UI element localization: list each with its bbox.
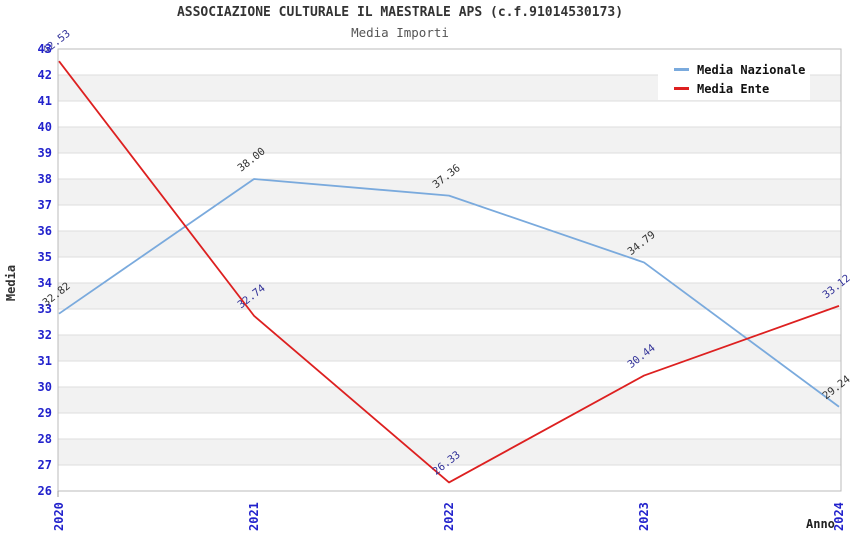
plot-band — [58, 101, 841, 127]
x-tick-label: 2021 — [247, 502, 261, 531]
plot-band — [58, 309, 841, 335]
y-tick-label: 37 — [38, 198, 52, 212]
legend-item-media-nazionale: Media Nazionale — [674, 60, 810, 79]
chart-subtitle: Media Importi — [351, 25, 449, 40]
y-tick-label: 35 — [38, 250, 52, 264]
plot-band — [58, 439, 841, 465]
y-tick-label: 40 — [38, 120, 52, 134]
chart-title: ASSOCIAZIONE CULTURALE IL MAESTRALE APS … — [176, 5, 624, 20]
y-tick-label: 38 — [38, 172, 52, 186]
plot-band — [58, 413, 841, 439]
y-tick-label: 27 — [38, 458, 52, 472]
y-tick-label: 34 — [38, 276, 52, 290]
legend: Media Nazionale Media Ente — [658, 52, 810, 100]
plot-band — [58, 153, 841, 179]
y-tick-label: 30 — [38, 380, 52, 394]
x-tick-label: 2020 — [52, 502, 66, 531]
y-axis-title: Media — [4, 264, 18, 302]
plot-band — [58, 257, 841, 283]
y-tick-label: 28 — [38, 432, 52, 446]
x-tick-label: 2022 — [442, 502, 456, 531]
x-axis-title: Anno — [806, 517, 835, 531]
y-tick-label: 33 — [38, 302, 52, 316]
plot-frame — [57, 48, 842, 492]
legend-swatch-media-ente-line — [674, 87, 689, 90]
y-tick-label: 39 — [38, 146, 52, 160]
plot-band — [58, 205, 841, 231]
plot-band — [58, 465, 841, 491]
x-tick-label: 2023 — [637, 502, 651, 531]
legend-item-media-ente: Media Ente — [674, 79, 810, 98]
plot-band — [58, 231, 841, 257]
plot-band — [58, 179, 841, 205]
plot-band — [58, 387, 841, 413]
y-tick-label: 41 — [38, 94, 52, 108]
legend-swatch-media-nazionale-line — [674, 68, 689, 71]
plot-band — [58, 335, 841, 361]
plot-band — [58, 127, 841, 153]
legend-label-media-ente: Media Ente — [697, 81, 770, 96]
legend-label-media-nazionale: Media Nazionale — [697, 62, 806, 77]
series-line-1 — [58, 60, 840, 484]
plot-band — [58, 361, 841, 387]
y-tick-label: 29 — [38, 406, 52, 420]
y-tick-label: 26 — [38, 484, 52, 498]
y-tick-label: 36 — [38, 224, 52, 238]
series-line-0 — [58, 178, 840, 408]
y-tick-label: 42 — [38, 68, 52, 82]
x-tick-label: 2024 — [832, 502, 846, 531]
y-tick-label: 43 — [38, 42, 52, 56]
y-tick-label: 32 — [38, 328, 52, 342]
y-tick-label: 31 — [38, 354, 52, 368]
plot-band — [58, 283, 841, 309]
